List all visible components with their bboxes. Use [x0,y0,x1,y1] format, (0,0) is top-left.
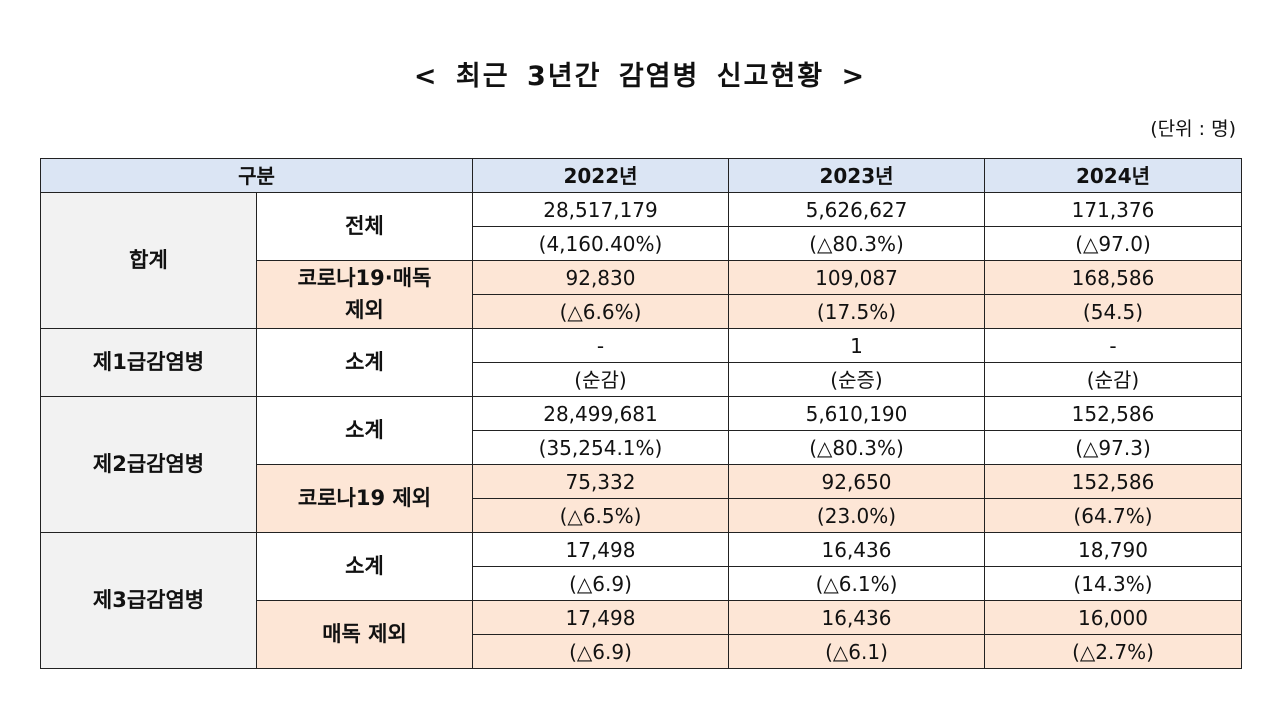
table-row-change: (△6.6%) (17.5%) (54.5) [41,294,1242,329]
count-cell: 171,376 [984,192,1242,227]
table-row-change: (4,160.40%) (△80.3%) (△97.0) [41,226,1242,261]
group-label: 제3급감염병 [40,532,257,669]
count-cell: 168,586 [984,260,1242,295]
header-category: 구분 [40,158,473,193]
count-cell: 92,650 [728,464,985,499]
change-cell: (△6.6%) [472,294,729,329]
change-cell: (17.5%) [728,294,985,329]
change-cell: (14.3%) [984,566,1242,601]
unit-label: (단위 : 명) [1150,118,1236,140]
subgroup-label: 소계 [256,328,473,397]
count-cell: 16,436 [728,600,985,635]
count-cell: 75,332 [472,464,729,499]
count-cell: 1 [728,328,985,363]
change-cell: (△97.3) [984,430,1242,465]
group-label: 제1급감염병 [40,328,257,397]
table-row-count: 코로나19 제외 75,332 92,650 152,586 [41,464,1242,533]
subgroup-label: 매독 제외 [256,600,473,669]
count-cell: 17,498 [472,600,729,635]
table-row-count: 매독 제외 17,498 16,436 16,000 [41,600,1242,669]
change-cell: (△80.3%) [728,430,985,465]
header-year: 2024년 [984,158,1242,193]
count-cell: 17,498 [472,532,729,567]
table-row-count: 제3급감염병 소계 17,498 16,436 18,790 [40,532,1242,669]
count-cell: 5,626,627 [728,192,985,227]
table-row-count: 합계 전체 28,517,179 5,626,627 171,376 [40,192,1242,329]
subgroup-label: 코로나19 제외 [256,464,473,533]
count-cell: 92,830 [472,260,729,295]
group-label: 합계 [40,192,257,329]
change-cell: (순감) [472,362,729,397]
count-cell: 16,000 [984,600,1242,635]
count-cell: 28,517,179 [472,192,729,227]
change-cell: (54.5) [984,294,1242,329]
change-cell: (△80.3%) [728,226,985,261]
subgroup-label: 소계 [256,532,473,601]
table-row-count: 코로나19·매독 제외 92,830 109,087 168,586 [41,260,1242,329]
count-cell: - [984,328,1242,363]
subgroup-label: 코로나19·매독 제외 [256,260,473,329]
count-cell: 5,610,190 [728,396,985,431]
change-cell: (64.7%) [984,498,1242,533]
count-cell: - [472,328,729,363]
page-title: < 최근 3년간 감염병 신고현황 > [413,61,867,92]
header-row: 구분 2022년 2023년 2024년 [40,158,1242,193]
change-cell: (△6.1%) [728,566,985,601]
change-cell: (△6.1) [728,634,985,669]
infection-report-table: 구분 2022년 2023년 2024년 합계 전체 28,517,179 5,626… [40,158,1242,669]
table-row-change: (순감) (순증) (순감) [41,362,1242,397]
table-row-count: 제2급감염병 소계 28,499,681 5,610,190 152,586 [40,396,1242,533]
change-cell: (순증) [728,362,985,397]
change-cell: (23.0%) [728,498,985,533]
header-year: 2022년 [472,158,729,193]
table-row-change: (△6.5%) (23.0%) (64.7%) [41,498,1242,533]
change-cell: (4,160.40%) [472,226,729,261]
header-year: 2023년 [728,158,985,193]
group-label: 제2급감염병 [40,396,257,533]
count-cell: 109,087 [728,260,985,295]
count-cell: 152,586 [984,464,1242,499]
subgroup-label: 전체 [256,192,473,261]
table-row-change: (35,254.1%) (△80.3%) (△97.3) [41,430,1242,465]
change-cell: (순감) [984,362,1242,397]
table-row-count: 제1급감염병 소계 -1- [40,328,1242,397]
change-cell: (△2.7%) [984,634,1242,669]
table-row-change: (△6.9) (△6.1%) (14.3%) [41,566,1242,601]
change-cell: (△6.9) [472,634,729,669]
count-cell: 28,499,681 [472,396,729,431]
change-cell: (△6.9) [472,566,729,601]
count-cell: 152,586 [984,396,1242,431]
change-cell: (△6.5%) [472,498,729,533]
subgroup-label: 소계 [256,396,473,465]
table-row-change: (△6.9) (△6.1) (△2.7%) [41,634,1242,669]
change-cell: (35,254.1%) [472,430,729,465]
count-cell: 16,436 [728,532,985,567]
count-cell: 18,790 [984,532,1242,567]
change-cell: (△97.0) [984,226,1242,261]
